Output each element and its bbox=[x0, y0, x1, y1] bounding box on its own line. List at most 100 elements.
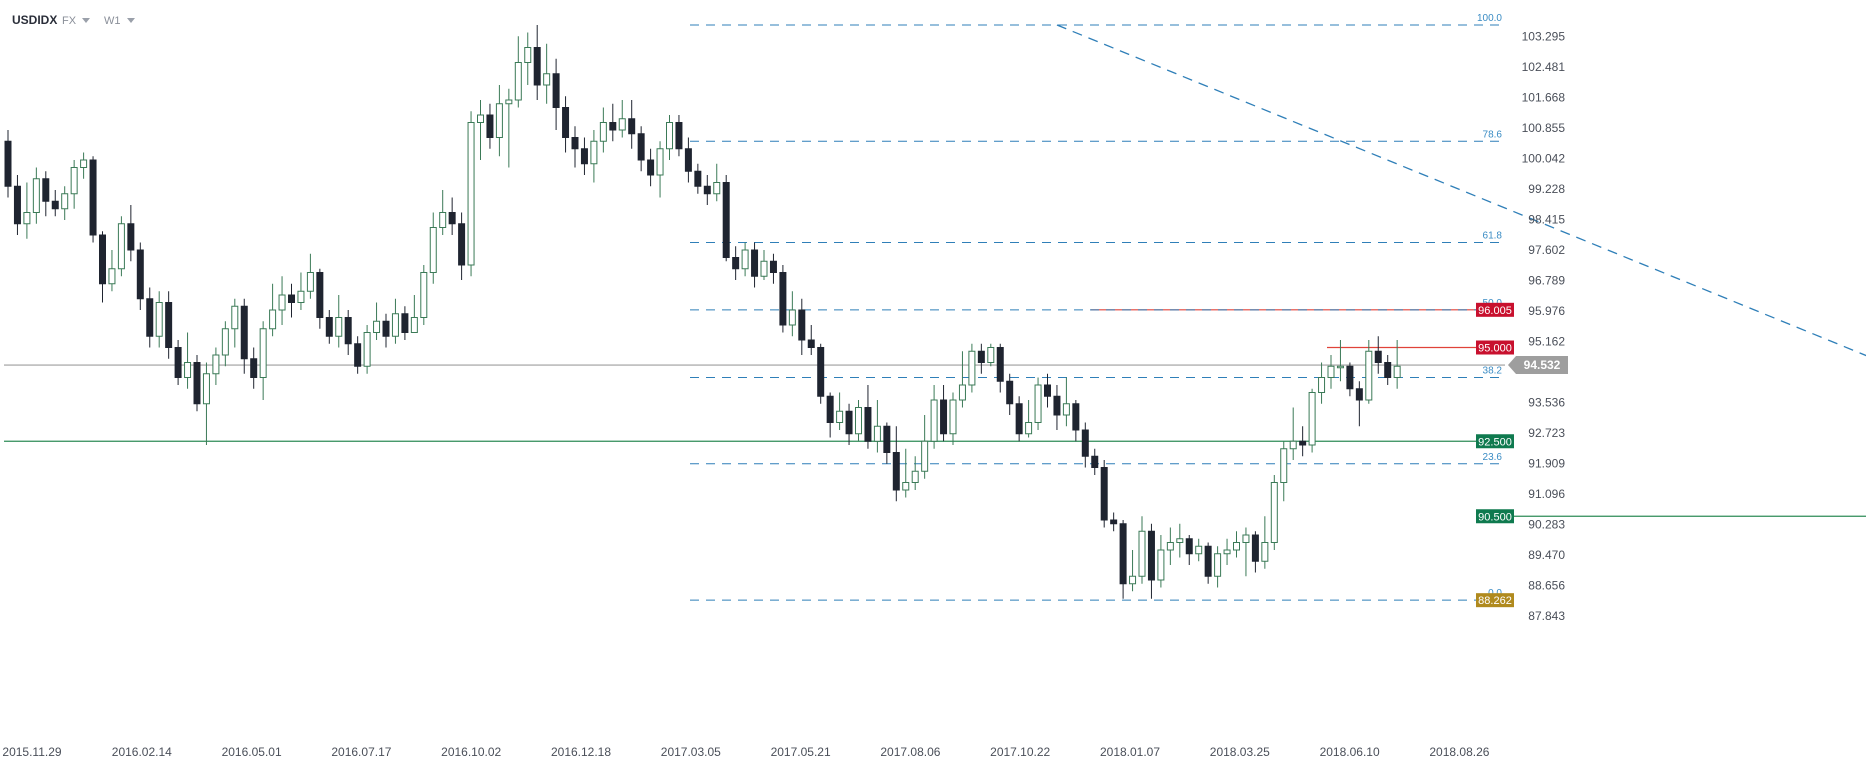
time-tick-label: 2017.10.22 bbox=[990, 745, 1050, 759]
candle-body bbox=[146, 298, 154, 337]
candle-body bbox=[751, 249, 759, 277]
candle-body bbox=[1346, 365, 1354, 390]
candle bbox=[410, 295, 418, 333]
candle-body bbox=[817, 347, 825, 397]
candle bbox=[1072, 400, 1080, 442]
price-tag: 92.500 bbox=[1476, 434, 1514, 449]
candle-body bbox=[240, 305, 248, 360]
candle bbox=[1270, 475, 1278, 550]
price-tag-box bbox=[1476, 340, 1514, 355]
price-tag-box bbox=[1476, 434, 1514, 449]
candle bbox=[807, 325, 815, 355]
candle-body bbox=[647, 159, 655, 176]
candle-body bbox=[958, 384, 966, 401]
price-tag-box bbox=[1476, 302, 1514, 317]
candle bbox=[297, 272, 305, 310]
candle-body bbox=[684, 148, 692, 172]
trendline-segment[interactable] bbox=[1056, 24, 1866, 600]
fib-label-1: 78.6 bbox=[1483, 129, 1503, 140]
candle-body bbox=[165, 302, 173, 348]
time-tick-label: 2018.03.25 bbox=[1210, 745, 1270, 759]
candle bbox=[467, 111, 475, 277]
candle-body bbox=[968, 350, 976, 386]
time-tick-label: 2018.01.07 bbox=[1100, 745, 1160, 759]
candle bbox=[354, 336, 362, 374]
candle-body bbox=[1336, 365, 1344, 369]
candle-body bbox=[940, 399, 948, 435]
fibonacci-retracement[interactable]: 100.078.661.850.038.223.60.0 bbox=[690, 13, 1505, 601]
candle-body bbox=[1185, 538, 1193, 555]
candle-body bbox=[212, 354, 220, 375]
candle bbox=[1195, 538, 1203, 562]
candle-body bbox=[873, 425, 881, 442]
time-tick-label: 2017.08.06 bbox=[880, 745, 940, 759]
price-tick-label: 89.470 bbox=[1528, 548, 1565, 562]
candle bbox=[391, 298, 399, 344]
fib-label-2: 61.8 bbox=[1483, 231, 1503, 242]
candle-body bbox=[1365, 350, 1373, 401]
candle bbox=[1365, 340, 1373, 404]
candle-body bbox=[741, 249, 749, 270]
candle bbox=[836, 392, 844, 430]
candle-body bbox=[1318, 377, 1326, 393]
candle bbox=[99, 231, 106, 303]
candle bbox=[1214, 546, 1222, 588]
price-tick-label: 102.481 bbox=[1522, 60, 1566, 74]
candle bbox=[751, 242, 759, 288]
candle-body bbox=[193, 362, 201, 405]
candle-body bbox=[618, 118, 626, 131]
candle bbox=[1185, 535, 1193, 565]
candle-body bbox=[1110, 519, 1118, 525]
candle-body bbox=[1025, 422, 1033, 435]
candle bbox=[202, 362, 210, 445]
candle bbox=[108, 250, 116, 292]
candle-body bbox=[297, 290, 305, 303]
candle bbox=[1166, 527, 1174, 565]
candle bbox=[89, 156, 97, 243]
candle bbox=[647, 148, 655, 187]
interval-selector[interactable]: W1 bbox=[104, 13, 135, 27]
candle bbox=[117, 216, 125, 277]
candle bbox=[344, 310, 352, 355]
candle-body bbox=[108, 268, 116, 285]
candle-body bbox=[732, 257, 740, 270]
candle bbox=[240, 298, 248, 374]
candle bbox=[429, 212, 437, 284]
candle bbox=[1044, 373, 1051, 408]
time-axis[interactable]: 2015.11.29 2016.02.14 2016.05.01 2016.07.17… bbox=[2, 745, 1489, 759]
candle bbox=[1393, 340, 1401, 389]
candle-body bbox=[845, 410, 853, 435]
candle bbox=[458, 212, 466, 280]
candle bbox=[514, 36, 522, 108]
candle bbox=[32, 167, 40, 224]
candle-body bbox=[769, 260, 777, 273]
candle bbox=[628, 100, 636, 149]
fib-label-0: 100.0 bbox=[1477, 13, 1502, 24]
candle bbox=[1053, 385, 1061, 430]
market-selector[interactable]: FX bbox=[62, 13, 91, 27]
price-axis[interactable]: 103.295 102.481 101.668 100.855 100.042 99.22… bbox=[1522, 29, 1566, 622]
candle bbox=[996, 343, 1004, 393]
price-tick-label: 99.228 bbox=[1528, 182, 1565, 196]
candle-body bbox=[306, 272, 314, 292]
trendline[interactable] bbox=[1056, 24, 1866, 600]
candle-body bbox=[99, 234, 106, 285]
candle bbox=[873, 400, 881, 453]
candle bbox=[269, 283, 277, 337]
candle-body bbox=[996, 347, 1004, 382]
candle-body bbox=[127, 223, 135, 251]
candle bbox=[80, 152, 88, 179]
time-tick-label: 2018.06.10 bbox=[1320, 745, 1380, 759]
candle bbox=[363, 325, 371, 374]
candle bbox=[656, 141, 664, 198]
candle bbox=[1119, 520, 1127, 599]
price-tick-label: 87.843 bbox=[1528, 609, 1565, 623]
candle-body bbox=[420, 272, 428, 318]
candle-body bbox=[599, 122, 607, 142]
candle-body bbox=[826, 395, 834, 423]
price-tag-label: 88.262 bbox=[1478, 595, 1512, 607]
candle-body bbox=[1044, 384, 1051, 397]
candle-body bbox=[42, 178, 50, 202]
candle bbox=[1374, 336, 1382, 374]
